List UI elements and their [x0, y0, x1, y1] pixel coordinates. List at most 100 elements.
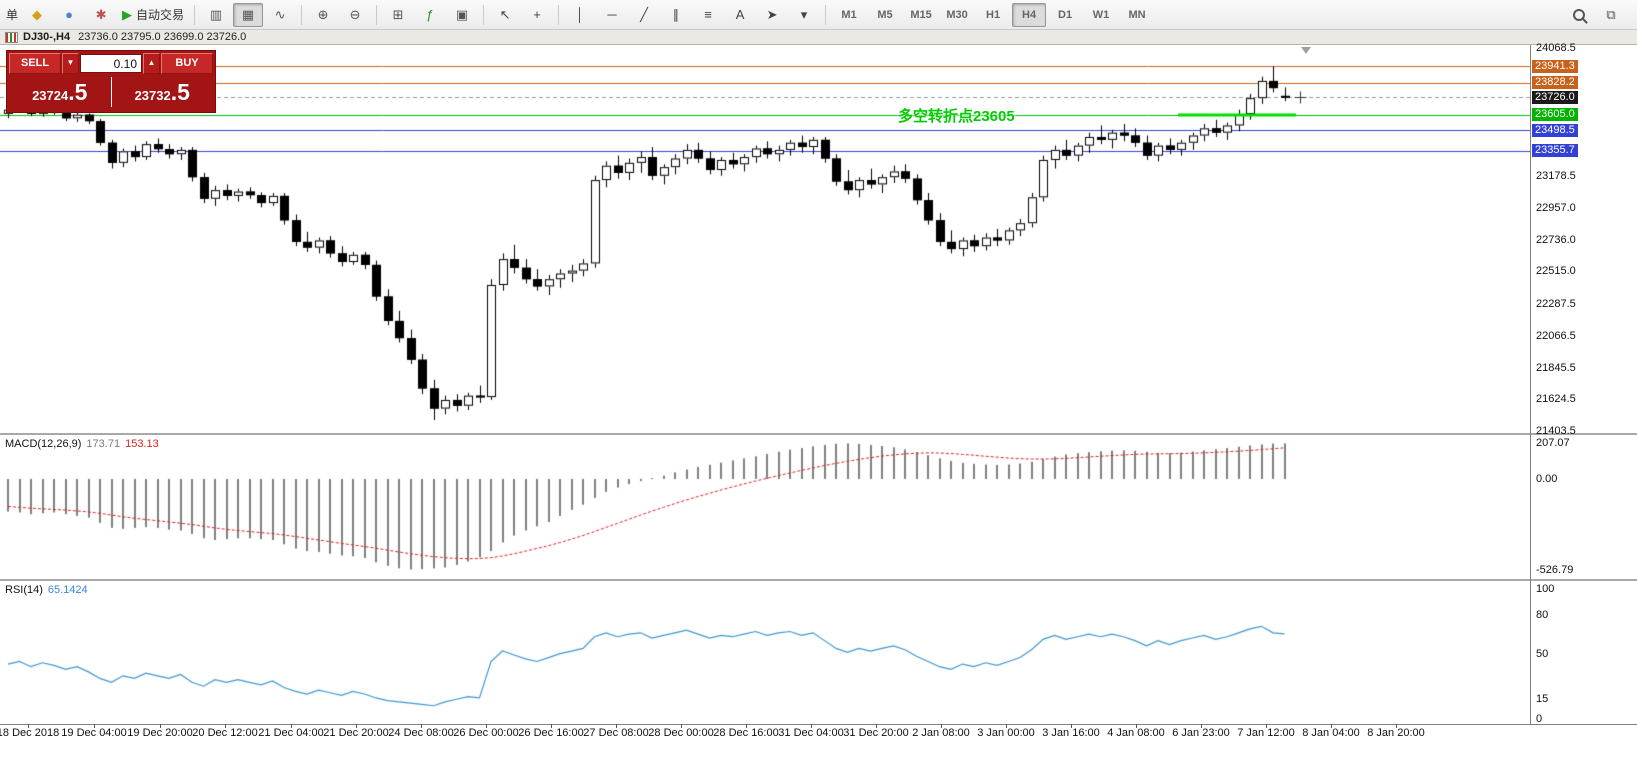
toolbar-separator: [376, 4, 378, 25]
time-axis-label: 26 Dec 00:00: [453, 727, 519, 739]
time-axis[interactable]: 18 Dec 2018 19 Dec 04:00 19 Dec 20:00 20 De…: [0, 726, 1530, 742]
market-watch-icon[interactable]: ●: [65, 7, 73, 22]
rsi-axis-label: 15: [1536, 693, 1549, 706]
candlestick-chart-icon[interactable]: ▦: [233, 2, 264, 27]
timeframe-h1[interactable]: H1: [986, 8, 1001, 21]
time-axis-label: 31 Dec 04:00: [778, 727, 844, 739]
bar-chart-icon[interactable]: ▥: [209, 6, 223, 22]
trendline-icon[interactable]: ╱: [640, 6, 648, 22]
time-axis-label: 8 Jan 04:00: [1302, 727, 1360, 739]
time-axis-label: 3 Jan 16:00: [1042, 727, 1100, 739]
price-axis-label: 22957.0: [1536, 201, 1576, 214]
rsi-indicator-canvas[interactable]: [0, 582, 1530, 724]
timeframe-w1[interactable]: W1: [1092, 8, 1110, 21]
text-label-icon[interactable]: A: [735, 7, 745, 22]
crosshair-icon[interactable]: +: [533, 7, 541, 22]
timeframe-m1[interactable]: M1: [841, 8, 857, 21]
time-axis-tick: [876, 724, 877, 728]
price-axis-label: 24068.5: [1536, 42, 1576, 55]
timeframe-mn[interactable]: MN: [1128, 8, 1146, 21]
buy-price[interactable]: 23732.5: [112, 79, 214, 106]
rsi-axis-label: 80: [1536, 608, 1549, 621]
time-axis-label: 20 Dec 12:00: [192, 727, 258, 739]
price-axis-label: 21624.5: [1536, 393, 1576, 406]
new-chart-icon[interactable]: ⧉: [1606, 7, 1616, 22]
rsi-name: RSI(14): [5, 584, 43, 596]
time-axis-label: 2 Jan 08:00: [912, 727, 970, 739]
price-axis-label: 22736.0: [1536, 233, 1576, 246]
volume-down-button[interactable]: ▼: [62, 53, 79, 74]
price-level-tag: 23726.0: [1532, 90, 1578, 104]
price-axis-line: [1530, 45, 1531, 724]
rsi-axis-label: 100: [1536, 582, 1555, 595]
vertical-line-icon[interactable]: │: [575, 7, 585, 22]
cursor-icon[interactable]: ↖: [499, 6, 511, 22]
time-axis-tick: [225, 724, 226, 728]
line-chart-icon[interactable]: ∿: [274, 6, 286, 22]
macd-indicator-label: MACD(12,26,9) 173.71 153.13: [5, 438, 159, 450]
time-axis-tick: [746, 724, 747, 728]
search-icon[interactable]: [1564, 3, 1594, 27]
panel-splitter-macd[interactable]: [0, 433, 1637, 436]
price-axis[interactable]: 24068.5 23178.5 22957.0 22736.0 22515.0 22287…: [1531, 0, 1637, 777]
indicators-icon[interactable]: ƒ: [426, 7, 434, 22]
time-axis-tick: [1331, 724, 1332, 728]
chart-shift-marker[interactable]: [1301, 47, 1311, 54]
tile-windows-icon[interactable]: ⊞: [392, 6, 404, 22]
horizontal-line-icon[interactable]: ─: [607, 7, 617, 22]
price-level-tag: 23355.7: [1532, 144, 1578, 158]
navigator-icon[interactable]: ✱: [95, 6, 107, 22]
price-axis-label: 23178.5: [1536, 169, 1576, 182]
autotrading-button[interactable]: ▶ 自动交易: [118, 3, 188, 27]
price-axis-label: 21845.5: [1536, 361, 1576, 374]
macd-signal-value: 153.13: [125, 438, 159, 450]
time-axis-label: 7 Jan 12:00: [1237, 727, 1295, 739]
time-axis-tick: [291, 724, 292, 728]
toolbar-separator: [558, 4, 560, 25]
macd-axis-label: -526.79: [1536, 563, 1574, 576]
time-axis-line: [0, 724, 1637, 725]
time-axis-label: 24 Dec 08:00: [388, 727, 454, 739]
price-level-tag: 23498.5: [1532, 123, 1578, 137]
time-axis-label: 21 Dec 20:00: [323, 727, 389, 739]
time-axis-label: 28 Dec 00:00: [648, 727, 714, 739]
rsi-value: 65.1424: [47, 584, 88, 596]
toolbar-right-items: ⧉: [1563, 0, 1627, 30]
timeframe-m15[interactable]: M15: [910, 8, 932, 21]
channel-icon[interactable]: ∥: [672, 6, 680, 22]
sell-button[interactable]: SELL: [9, 53, 61, 74]
macd-main-value: 173.71: [86, 438, 121, 450]
shapes-dropdown-icon[interactable]: ▾: [800, 6, 808, 22]
timeframe-m30[interactable]: M30: [946, 8, 968, 21]
one-click-trading-panel: SELL ▼ ▲ BUY 23724.5 23732.5: [6, 50, 216, 113]
arrows-icon[interactable]: ➤: [766, 6, 778, 22]
time-axis-tick: [681, 724, 682, 728]
fibonacci-icon[interactable]: ≡: [704, 7, 712, 22]
time-axis-label: 4 Jan 08:00: [1107, 727, 1165, 739]
zoom-out-icon[interactable]: ⊖: [349, 6, 361, 22]
candlestick-chart-canvas[interactable]: [0, 45, 1530, 433]
timeframe-d1[interactable]: D1: [1058, 8, 1073, 21]
time-axis-tick: [421, 724, 422, 728]
timeframe-h4[interactable]: H4: [1012, 2, 1047, 27]
toolbar: 单 ◆ ● ✱ ▶ 自动交易 ▥ ▦ ∿ ⊕ ⊖ ⊞ ƒ ▣ ↖ + │ ─ ╱ ∥ ≡ A ➤ ▾ M1 M5 M15 M30 H1 H…: [0, 0, 1637, 30]
sell-price[interactable]: 23724.5: [9, 79, 111, 106]
new-order-icon[interactable]: ◆: [32, 6, 43, 22]
pivot-annotation-text: 多空转折点23605: [898, 108, 1015, 125]
zoom-in-icon[interactable]: ⊕: [317, 6, 329, 22]
time-axis-tick: [1136, 724, 1137, 728]
panel-splitter-rsi[interactable]: [0, 579, 1637, 582]
time-axis-tick: [1266, 724, 1267, 728]
time-axis-tick: [1071, 724, 1072, 728]
buy-button[interactable]: BUY: [161, 53, 213, 74]
templates-icon[interactable]: ▣: [455, 6, 469, 22]
timeframe-m5[interactable]: M5: [877, 8, 893, 21]
time-axis-label: 31 Dec 20:00: [843, 727, 909, 739]
time-axis-tick: [551, 724, 552, 728]
time-axis-tick: [941, 724, 942, 728]
time-axis-label: 3 Jan 00:00: [977, 727, 1035, 739]
macd-indicator-canvas[interactable]: [0, 436, 1530, 579]
time-axis-label: 27 Dec 08:00: [583, 727, 649, 739]
volume-up-button[interactable]: ▲: [143, 53, 160, 74]
volume-input[interactable]: [80, 54, 142, 73]
